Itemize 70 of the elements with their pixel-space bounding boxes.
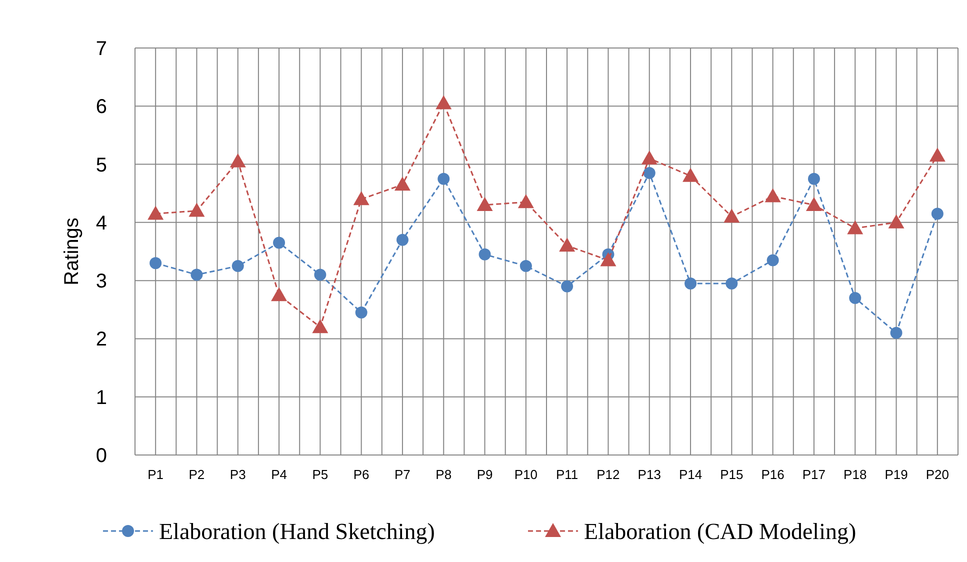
point [847,220,864,234]
point [808,172,820,185]
x-tick-label: P15 [720,467,744,482]
point [806,196,822,211]
point [150,257,162,270]
x-tick-label: P17 [802,467,826,482]
x-tick-label: P1 [148,467,164,482]
x-tick-label: P4 [271,467,287,482]
point [476,196,493,211]
legend-label: Elaboration (Hand Sketching) [159,519,435,544]
point [726,277,738,290]
point [559,238,576,252]
y-tick-label: 1 [96,386,107,409]
y-tick-label: 4 [96,212,107,234]
y-tick-label: 6 [96,96,107,118]
y-tick-label: 7 [96,38,107,60]
x-tick-label: P6 [353,467,370,482]
point [188,202,205,217]
point [396,234,408,246]
point [314,268,326,281]
point [684,277,697,290]
point [764,188,781,202]
x-tick-label: P5 [312,467,328,482]
point [148,206,164,220]
point [478,248,491,260]
y-axis-title: Ratings [61,218,83,286]
x-tick-label: P16 [761,467,784,482]
point [518,194,534,208]
point [436,95,452,110]
point [394,176,410,191]
x-tick-label: P10 [514,467,538,482]
point [849,292,862,304]
x-tick-label: P11 [556,467,578,482]
x-tick-label: P20 [926,467,949,482]
point [931,208,944,220]
y-tick-label: 5 [96,154,107,176]
x-tick-label: P14 [678,467,702,482]
point [766,254,779,266]
y-tick-label: 2 [96,328,107,351]
y-tick-label: 3 [96,270,107,293]
x-tick-label: P13 [638,467,661,482]
point [271,287,288,302]
point [438,172,450,185]
point [643,167,656,180]
point [520,260,532,272]
x-tick-label: P8 [436,467,452,482]
point [355,306,368,319]
x-tick-label: P3 [230,467,246,482]
point [682,168,699,182]
x-tick-label: P19 [884,467,908,482]
point [600,252,616,266]
point [232,260,244,272]
point [724,208,740,223]
point [230,153,246,168]
point [190,268,203,281]
point [273,236,286,249]
x-tick-label: P12 [596,467,620,482]
x-tick-label: P7 [394,467,410,482]
point [561,280,574,292]
point [353,191,370,206]
x-tick-label: P9 [476,467,493,482]
point [312,319,328,334]
point [890,326,902,339]
x-tick-label: P18 [844,467,867,482]
point [641,150,658,164]
point [888,214,904,228]
y-tick-label: 0 [96,445,107,467]
legend-label: Elaboration (CAD Modeling) [584,519,856,544]
x-tick-label: P2 [188,467,205,482]
point [929,148,946,162]
